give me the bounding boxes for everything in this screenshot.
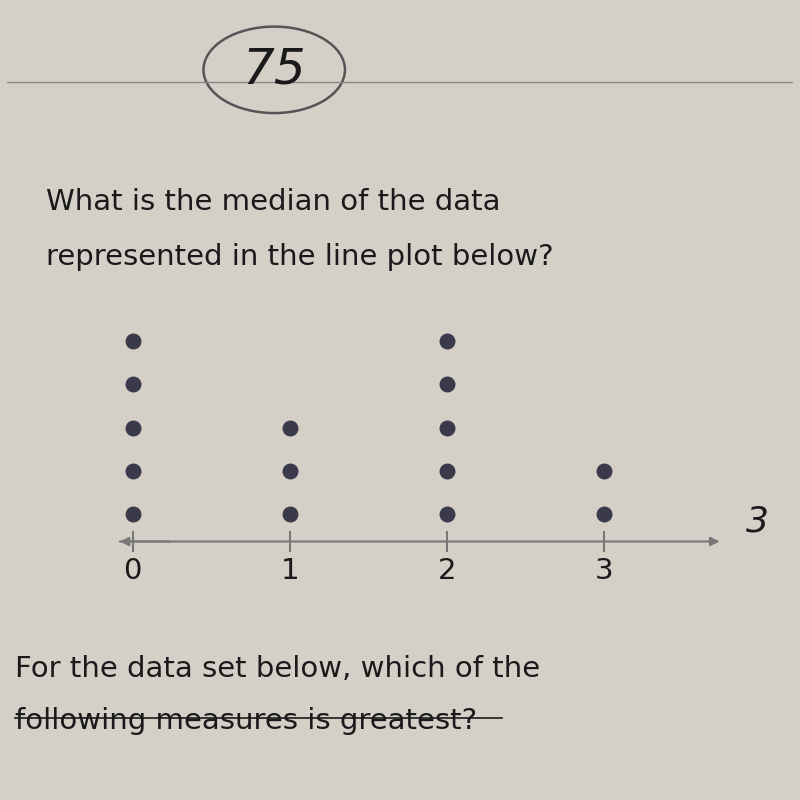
Point <box>126 334 139 347</box>
Text: 3: 3 <box>595 558 614 586</box>
Point <box>441 421 454 434</box>
Point <box>126 378 139 390</box>
Point <box>441 334 454 347</box>
Text: following measures is greatest?: following measures is greatest? <box>15 706 477 734</box>
Point <box>126 507 139 520</box>
Text: 75: 75 <box>242 46 306 94</box>
Text: For the data set below, which of the: For the data set below, which of the <box>15 655 540 683</box>
Text: 2: 2 <box>438 558 457 586</box>
Point <box>126 421 139 434</box>
Point <box>283 464 296 477</box>
Point <box>283 507 296 520</box>
Text: What is the median of the data: What is the median of the data <box>46 188 501 216</box>
Point <box>441 378 454 390</box>
Text: represented in the line plot below?: represented in the line plot below? <box>46 242 554 270</box>
Point <box>598 507 610 520</box>
Point <box>441 464 454 477</box>
Point <box>283 421 296 434</box>
Point <box>598 464 610 477</box>
Text: 1: 1 <box>281 558 299 586</box>
Text: 3: 3 <box>746 505 769 539</box>
Text: 0: 0 <box>123 558 142 586</box>
Point <box>441 507 454 520</box>
Point <box>126 464 139 477</box>
